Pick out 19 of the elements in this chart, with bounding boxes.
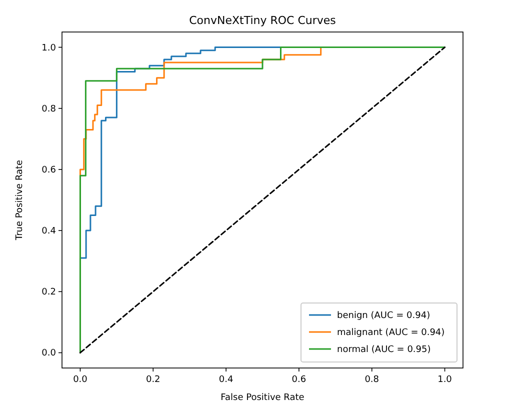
- x-tick-label: 0.4: [218, 375, 234, 385]
- x-tick-label: 0.2: [146, 375, 160, 385]
- y-tick-label: 0.8: [42, 104, 56, 114]
- y-tick-label: 0.2: [42, 288, 56, 298]
- x-tick-label: 0.8: [364, 375, 380, 385]
- y-axis-title: True Positive Rate: [15, 159, 25, 242]
- legend-label: benign (AUC = 0.94): [337, 311, 430, 321]
- legend-label: normal (AUC = 0.95): [337, 345, 431, 355]
- line-series: [79, 46, 446, 354]
- y-tick-label: 1.0: [42, 43, 56, 54]
- y-tick-label: 0.0: [42, 348, 56, 359]
- x-tick-label: 0.6: [292, 375, 306, 385]
- y-tick-label: 0.4: [42, 226, 56, 237]
- chart-title: ConvNeXtTiny ROC Curves: [189, 14, 336, 27]
- legend-label: malignant (AUC = 0.94): [337, 328, 445, 338]
- x-tick-label: 0.0: [73, 375, 88, 385]
- x-axis-title: False Positive Rate: [220, 393, 305, 403]
- y-tick-label: 0.6: [42, 165, 56, 176]
- x-tick-label: 1.0: [438, 375, 452, 385]
